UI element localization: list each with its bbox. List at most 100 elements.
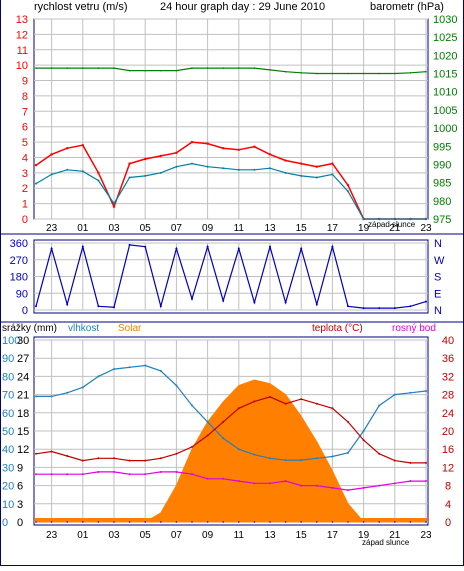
rain-point xyxy=(253,521,256,523)
direction-point xyxy=(378,307,381,310)
wind-average-point xyxy=(362,218,365,220)
wind-tick-label: 6 xyxy=(22,122,28,134)
wind-gust-point xyxy=(159,154,162,158)
dewpoint-point xyxy=(362,486,365,489)
temperature-tick-label: 0 xyxy=(445,517,451,529)
dewpoint-point xyxy=(331,486,334,489)
pressure-point xyxy=(128,69,131,72)
dewpoint-point xyxy=(81,473,84,476)
humidity-point xyxy=(97,375,100,378)
temperature-point xyxy=(378,452,381,455)
direction-point xyxy=(409,305,412,308)
temperature-point xyxy=(347,420,349,423)
temperature-point xyxy=(425,461,427,464)
humidity-point xyxy=(50,395,53,398)
pressure-point xyxy=(284,70,287,73)
pressure-point xyxy=(409,72,412,74)
direction-point xyxy=(144,245,147,248)
barometer-tick-label: 1020 xyxy=(433,50,457,62)
wind-average-point xyxy=(315,176,318,179)
pressure-point xyxy=(222,67,224,69)
humidity-tick-label: 0 xyxy=(2,517,8,529)
direction-tick-label: 90 xyxy=(16,288,28,300)
temperature-point xyxy=(159,457,162,460)
rain-tick-label: 0 xyxy=(17,517,23,529)
dewpoint-point xyxy=(237,480,240,483)
direction-tick-label: 360 xyxy=(10,238,28,250)
temperature-tick-label: 24 xyxy=(442,408,454,420)
temperature-tick-label: 12 xyxy=(442,462,454,474)
x-tick-label: 03 xyxy=(108,223,120,234)
rain-tick-label: 3 xyxy=(17,499,23,511)
dewpoint-point xyxy=(144,473,147,476)
direction-point xyxy=(425,300,427,303)
pressure-point xyxy=(113,67,115,69)
wind-tick-label: 7 xyxy=(22,106,28,118)
wind-tick-label: 11 xyxy=(17,45,28,57)
graph-title: 24 hour graph day : 29 June 2010 xyxy=(160,1,325,13)
pressure-point xyxy=(206,67,209,69)
solar-axis-title: Solar xyxy=(118,323,142,334)
wind-panel xyxy=(33,18,429,220)
wind-average-point xyxy=(409,218,412,220)
rain-point xyxy=(144,521,146,523)
direction-point xyxy=(253,301,256,304)
rain-point xyxy=(238,521,240,523)
rain-tick-label: 12 xyxy=(17,444,29,456)
pressure-point xyxy=(316,72,318,75)
wind-average-point xyxy=(97,179,100,182)
x-tick-label: 01 xyxy=(77,530,89,541)
compass-label: E xyxy=(434,288,441,300)
wind-tick-label: 5 xyxy=(22,137,28,149)
humidity-point xyxy=(159,369,162,372)
wind-gust-point xyxy=(206,142,209,145)
humidity-point xyxy=(362,430,365,432)
humidity-point xyxy=(269,457,271,460)
dewpoint-point xyxy=(300,484,303,487)
humidity-point xyxy=(300,459,303,462)
rain-point xyxy=(269,521,271,523)
wind-tick-label: 4 xyxy=(22,152,28,164)
rain-point xyxy=(331,521,334,523)
dewpoint-point xyxy=(253,482,256,485)
direction-point xyxy=(35,305,37,308)
direction-point xyxy=(300,247,303,250)
humidity-tick-label: 10 xyxy=(2,499,14,511)
wind-average-point xyxy=(253,168,256,171)
compass-label: S xyxy=(434,272,441,284)
solar-baseline xyxy=(35,518,427,522)
temperature-point xyxy=(269,395,271,398)
rain-point xyxy=(82,521,84,523)
humidity-point xyxy=(175,384,178,387)
wind-gust-point xyxy=(144,157,147,161)
barometer-tick-label: 1010 xyxy=(433,87,457,99)
rain-point xyxy=(378,521,381,523)
humidity-tick-label: 80 xyxy=(2,371,14,383)
temperature-point xyxy=(66,455,69,458)
barometer-tick-label: 1030 xyxy=(433,14,457,26)
temperature-point xyxy=(237,407,240,410)
pressure-point xyxy=(253,67,256,69)
dewpoint-point xyxy=(425,480,427,483)
dewpoint-point xyxy=(409,480,412,483)
barometer-tick-label: 1015 xyxy=(433,69,457,81)
dewpoint-point xyxy=(206,477,209,480)
temperature-point xyxy=(393,459,396,462)
temperature-tick-label: 16 xyxy=(442,444,454,456)
wind-average-point xyxy=(81,170,84,173)
temperature-point xyxy=(113,457,115,460)
sunset-label: západ slunce xyxy=(368,220,416,229)
dewpoint-point xyxy=(175,470,178,473)
direction-point xyxy=(113,306,115,309)
wind-gust-point xyxy=(190,140,194,144)
humidity-point xyxy=(191,404,193,407)
direction-point xyxy=(269,245,271,248)
x-tick-label: 05 xyxy=(140,530,152,541)
rain-tick-label: 6 xyxy=(17,481,23,493)
x-tick-label: 23 xyxy=(46,530,58,541)
wind-tick-label: 12 xyxy=(16,29,28,41)
humidity-point xyxy=(128,366,131,369)
direction-tick-label: 180 xyxy=(10,272,28,284)
x-tick-label: 21 xyxy=(389,530,401,541)
wind-average-point xyxy=(331,173,334,176)
